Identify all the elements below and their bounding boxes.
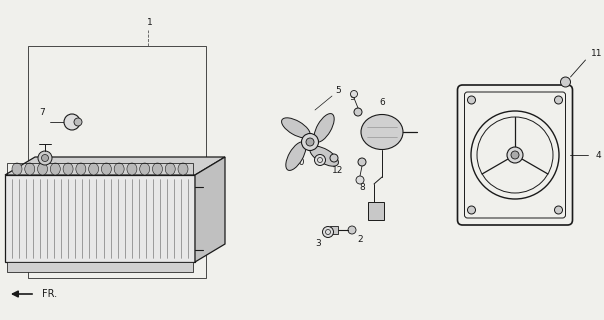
Ellipse shape [76, 163, 86, 175]
Text: 5: 5 [335, 85, 341, 94]
Circle shape [350, 91, 358, 98]
Polygon shape [5, 175, 195, 262]
Polygon shape [195, 157, 225, 262]
Ellipse shape [127, 163, 137, 175]
Circle shape [467, 96, 475, 104]
Ellipse shape [37, 163, 48, 175]
Ellipse shape [89, 163, 98, 175]
Text: 2: 2 [357, 236, 363, 244]
Circle shape [561, 77, 571, 87]
Ellipse shape [165, 163, 175, 175]
Polygon shape [368, 202, 384, 220]
Ellipse shape [101, 163, 111, 175]
Text: 12: 12 [332, 165, 344, 174]
Circle shape [306, 138, 314, 146]
Circle shape [64, 114, 80, 130]
Ellipse shape [114, 163, 124, 175]
Ellipse shape [25, 163, 35, 175]
Circle shape [356, 176, 364, 184]
Ellipse shape [314, 114, 334, 142]
Ellipse shape [286, 142, 306, 171]
Ellipse shape [310, 146, 338, 166]
Circle shape [74, 118, 82, 126]
Circle shape [511, 151, 519, 159]
Circle shape [348, 226, 356, 234]
Circle shape [354, 108, 362, 116]
Ellipse shape [12, 163, 22, 175]
Circle shape [467, 206, 475, 214]
Circle shape [471, 111, 559, 199]
Text: 10: 10 [294, 157, 306, 166]
Text: 6: 6 [379, 98, 385, 107]
Ellipse shape [50, 163, 60, 175]
Ellipse shape [152, 163, 162, 175]
Ellipse shape [63, 163, 73, 175]
Ellipse shape [178, 163, 188, 175]
Circle shape [554, 96, 562, 104]
FancyBboxPatch shape [457, 85, 573, 225]
Polygon shape [330, 226, 338, 234]
Circle shape [358, 158, 366, 166]
Text: FR.: FR. [42, 289, 57, 299]
Text: 8: 8 [359, 183, 365, 193]
Polygon shape [7, 262, 193, 272]
Circle shape [315, 155, 326, 165]
Text: 4: 4 [596, 150, 601, 159]
Circle shape [38, 151, 52, 165]
Text: 7: 7 [39, 108, 45, 116]
Ellipse shape [281, 118, 310, 138]
Circle shape [323, 227, 333, 237]
Text: 11: 11 [591, 50, 602, 59]
Circle shape [507, 147, 523, 163]
Text: 1: 1 [147, 18, 153, 27]
Polygon shape [28, 46, 206, 278]
Polygon shape [5, 157, 225, 175]
Circle shape [301, 133, 318, 150]
Circle shape [42, 155, 48, 162]
Text: 3: 3 [315, 239, 321, 249]
Circle shape [554, 206, 562, 214]
Ellipse shape [140, 163, 150, 175]
Ellipse shape [361, 115, 403, 149]
Circle shape [330, 154, 338, 162]
Text: 9: 9 [349, 93, 355, 102]
